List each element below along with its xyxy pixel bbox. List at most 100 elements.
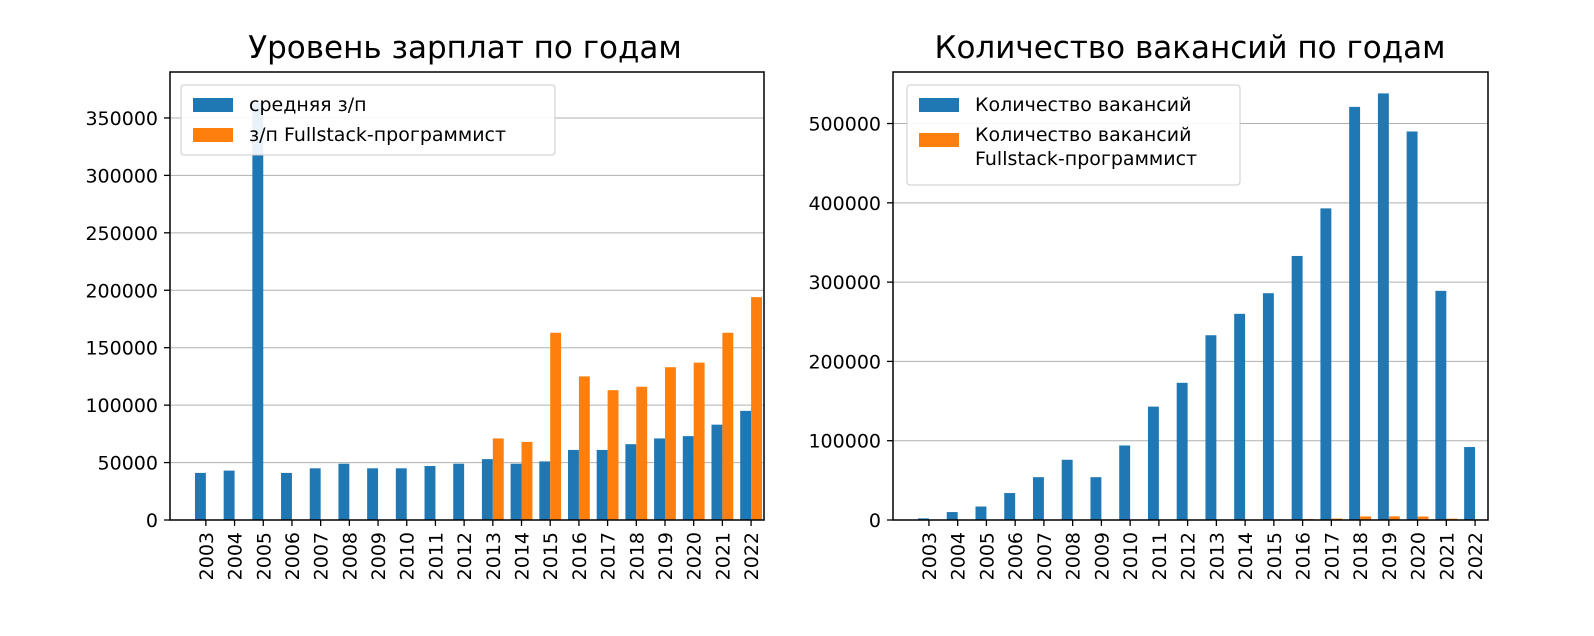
x-tick-label: 2005 [976,532,998,580]
x-tick-label: 2004 [948,532,970,580]
x-tick-label: 2011 [425,532,447,580]
bar-series-1-2013 [1205,335,1216,520]
bar-series-2-2018 [636,387,647,520]
bar-series-2-2021 [722,333,733,520]
bar-series-2-2015 [550,333,561,520]
bar-series-1-2017 [597,450,608,520]
x-tick-label: 2017 [1321,532,1343,580]
x-tick-label: 2013 [1206,532,1228,580]
y-tick-label: 200000 [85,280,158,302]
bar-series-1-2012 [1177,383,1188,520]
x-tick-label: 2014 [512,532,534,580]
bar-series-1-2009 [1090,477,1101,520]
x-tick-label: 2020 [684,532,706,580]
bar-series-2-2013 [493,438,504,520]
x-tick-label: 2014 [1235,532,1257,580]
y-tick-label: 150000 [85,338,158,360]
bar-series-1-2007 [1033,477,1044,520]
y-axis: 0 100000 200000 300000 400000 500000 [808,114,893,532]
x-tick-label: 2003 [919,532,941,580]
y-tick-label: 250000 [85,223,158,245]
bar-series-1-2016 [568,450,579,520]
x-tick-label: 2018 [1350,532,1372,580]
x-tick-label: 2011 [1149,532,1171,580]
bar-series-1-2006 [1004,493,1015,520]
legend: средняя з/пз/п Fullstack-программист [181,85,555,155]
bar-series-1-2003 [195,473,206,520]
x-tick-label: 2006 [282,532,304,580]
bar-series-1-2010 [1119,445,1130,520]
bar-series-1-2015 [1263,293,1274,520]
salary-chart-title: Уровень зарплат по годам [248,30,682,66]
x-tick-label: 2012 [454,532,476,580]
bar-series-1-2008 [338,464,349,520]
bar-series-1-2018 [1349,107,1360,520]
y-tick-label: 0 [146,510,158,532]
bar-series-1-2022 [1464,447,1475,520]
x-tick-label: 2005 [253,532,275,580]
legend-swatch-2 [193,128,233,142]
bar-series-1-2021 [1435,291,1446,520]
bar-series-2-2014 [522,442,533,520]
legend-label-line: Fullstack-программист [975,148,1197,170]
x-tick-label: 2012 [1178,532,1200,580]
bar-series-1-2019 [1378,93,1389,520]
x-tick-label: 2022 [1465,532,1487,580]
bar-series-2-2020 [694,363,705,520]
bar-series-1-2010 [396,468,407,520]
bar-series-1-2019 [654,438,665,520]
y-tick-label: 300000 [808,272,881,294]
y-tick-label: 400000 [808,193,881,215]
x-tick-label: 2015 [1264,532,1286,580]
bar-series-1-2004 [947,512,958,520]
y-tick-label: 500000 [808,114,881,136]
bar-series-1-2020 [1407,131,1418,520]
x-tick-label: 2009 [1091,532,1113,580]
x-tick-label: 2017 [598,532,620,580]
bar-series-2-2019 [665,367,676,520]
x-tick-label: 2018 [626,532,648,580]
bar-series-1-2014 [511,464,522,520]
legend-swatch-2 [919,133,959,147]
y-tick-label: 0 [869,510,881,532]
x-tick-label: 2016 [1293,532,1315,580]
x-tick-label: 2007 [1034,532,1056,580]
x-tick-label: 2010 [1120,532,1142,580]
bar-series-1-2022 [740,411,751,520]
x-tick-label: 2020 [1408,532,1430,580]
x-tick-label: 2016 [569,532,591,580]
bar-series-1-2007 [310,468,321,520]
bar-series-1-2017 [1320,208,1331,520]
y-tick-label: 100000 [808,431,881,453]
x-tick-label: 2019 [1379,532,1401,580]
y-tick-label: 300000 [85,165,158,187]
y-tick-label: 200000 [808,351,881,373]
y-tick-label: 100000 [85,395,158,417]
legend-swatch-1 [919,98,959,112]
x-tick-label: 2010 [397,532,419,580]
x-tick-label: 2021 [712,532,734,580]
bar-series-1-2004 [224,471,235,520]
legend-swatch-1 [193,98,233,112]
bar-series-1-2011 [1148,407,1159,520]
bar-series-1-2005 [252,103,263,520]
legend-label-1: Количество вакансий [975,94,1191,116]
x-tick-label: 2015 [540,532,562,580]
x-tick-label: 2004 [225,532,247,580]
vacancies-chart-title: Количество вакансий по годам [934,30,1445,66]
bar-series-1-2020 [683,436,694,520]
bar-series-2-2022 [751,297,762,520]
legend-label-line: Количество вакансий [975,124,1191,146]
bar-series-1-2016 [1292,256,1303,520]
bar-series-1-2009 [367,468,378,520]
x-tick-label: 2019 [655,532,677,580]
bar-series-1-2011 [425,466,436,520]
x-tick-label: 2008 [1063,532,1085,580]
y-tick-label: 350000 [85,108,158,130]
x-tick-label: 2006 [1005,532,1027,580]
x-tick-label: 2008 [339,532,361,580]
salary-chart: Уровень зарплат по годам 050000100000150… [85,30,764,580]
